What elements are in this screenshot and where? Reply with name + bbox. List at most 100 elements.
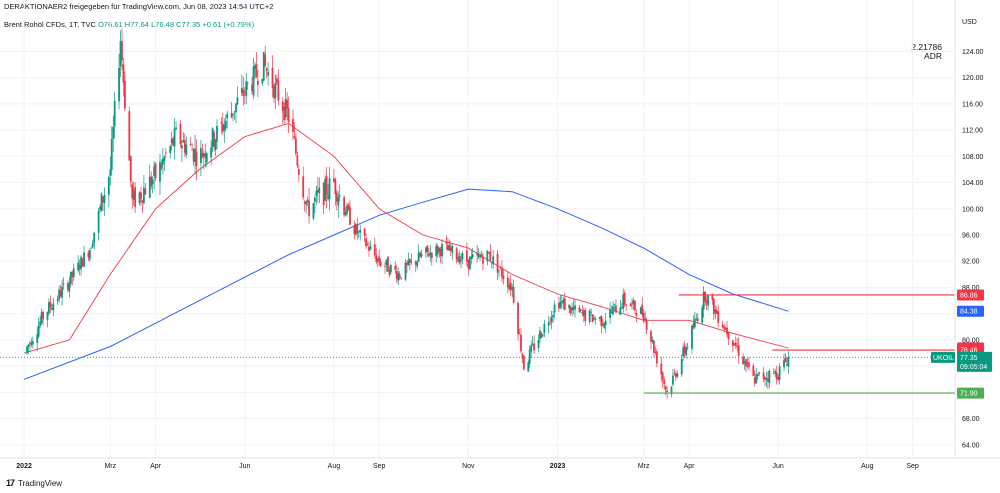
candle-body bbox=[172, 137, 175, 146]
adr-indicator[interactable]: 2.21786 ADR bbox=[911, 43, 942, 61]
candle-body bbox=[762, 372, 765, 379]
candle-body bbox=[558, 302, 560, 309]
candle-body bbox=[506, 277, 509, 288]
candle-body bbox=[712, 299, 715, 315]
candle-body bbox=[457, 258, 460, 262]
candle-body bbox=[131, 184, 134, 199]
candle-body bbox=[670, 386, 673, 395]
ohlc-high: H77.64 bbox=[124, 20, 149, 29]
currency-label: USD bbox=[962, 19, 977, 26]
price-tag: 71.90 bbox=[957, 387, 984, 399]
candle-body bbox=[786, 364, 788, 366]
candle-body bbox=[582, 310, 585, 316]
candle-body bbox=[704, 291, 706, 302]
candle-body bbox=[742, 356, 744, 365]
candle-body bbox=[707, 295, 709, 306]
price-tag-bg bbox=[957, 289, 984, 301]
moving-average-line bbox=[23, 188, 789, 380]
candle-body bbox=[91, 242, 94, 248]
candle-body bbox=[642, 312, 645, 322]
candle-body bbox=[148, 176, 151, 198]
candle-body bbox=[578, 307, 581, 312]
candle-body bbox=[252, 66, 255, 96]
price-tick-label: 88.00 bbox=[962, 285, 980, 292]
candle-body bbox=[705, 300, 708, 304]
candle-body bbox=[335, 192, 338, 202]
candle-body bbox=[236, 97, 239, 105]
candle-body bbox=[480, 254, 483, 258]
candle-body bbox=[119, 40, 122, 67]
candle-body bbox=[112, 126, 115, 139]
candle-body bbox=[775, 372, 778, 380]
candle-body bbox=[448, 244, 451, 251]
candle-body bbox=[375, 255, 378, 263]
candle-body bbox=[77, 262, 80, 271]
candle-body bbox=[29, 343, 31, 345]
candle-body bbox=[42, 311, 44, 320]
candle-body bbox=[778, 366, 781, 380]
candle-body bbox=[97, 210, 100, 233]
candle-body bbox=[160, 164, 163, 169]
candle-body bbox=[388, 269, 391, 275]
candle-body bbox=[482, 257, 484, 264]
moving-averages bbox=[23, 123, 789, 380]
candle-body bbox=[292, 118, 294, 132]
price-tag: 86.86 bbox=[957, 289, 984, 301]
candle-body bbox=[767, 378, 769, 382]
candle-body bbox=[202, 153, 205, 157]
candle-body bbox=[752, 365, 755, 376]
candle-body bbox=[727, 331, 730, 340]
candle-body bbox=[81, 258, 84, 267]
candle-body bbox=[603, 323, 606, 328]
time-tick-label: Aug bbox=[861, 463, 874, 470]
candle-body bbox=[353, 225, 356, 235]
candle-body bbox=[257, 80, 259, 85]
candle-body bbox=[30, 342, 33, 346]
candle-body bbox=[344, 212, 347, 216]
candle-body bbox=[465, 250, 468, 262]
candle-body bbox=[346, 205, 348, 214]
candle-body bbox=[476, 252, 479, 255]
candle-body bbox=[332, 178, 335, 182]
candle-body bbox=[312, 203, 315, 219]
price-tick-label: 104.00 bbox=[962, 180, 984, 187]
candle-body bbox=[517, 302, 519, 335]
candle-body bbox=[736, 345, 739, 348]
candle-body bbox=[173, 128, 176, 147]
candle-body bbox=[365, 238, 367, 247]
candle-body bbox=[588, 310, 591, 322]
candle-body bbox=[714, 309, 717, 313]
candle-body bbox=[113, 100, 116, 127]
candle-body bbox=[103, 194, 106, 204]
candle-body bbox=[655, 351, 658, 364]
candle-body bbox=[271, 67, 274, 88]
tradingview-logo[interactable]: 17 TradingView bbox=[6, 478, 62, 488]
candle-body bbox=[746, 362, 749, 365]
time-tick-label: 2022 bbox=[16, 463, 32, 470]
candle-body bbox=[235, 103, 237, 112]
candle-body bbox=[220, 122, 223, 124]
candle-body bbox=[615, 305, 617, 313]
candle-body bbox=[610, 312, 613, 313]
price-tick-label: 108.00 bbox=[962, 154, 984, 161]
candle-body bbox=[612, 306, 614, 315]
candle-body bbox=[408, 258, 411, 264]
candle-body bbox=[182, 139, 185, 143]
candle-body bbox=[71, 271, 74, 278]
candle-body bbox=[201, 152, 204, 158]
candle-body bbox=[322, 183, 325, 206]
candle-body bbox=[490, 261, 493, 264]
candle-body bbox=[651, 339, 654, 343]
candle-body bbox=[213, 132, 215, 147]
candle-body bbox=[83, 252, 85, 267]
candle-body bbox=[734, 342, 737, 346]
candle-body bbox=[384, 265, 386, 267]
candle-body bbox=[540, 333, 543, 338]
candle-body bbox=[349, 207, 351, 225]
candle-body bbox=[175, 127, 177, 130]
candle-body bbox=[68, 282, 71, 292]
candle-body bbox=[726, 327, 728, 335]
candle-body bbox=[242, 89, 245, 96]
candle-body bbox=[192, 149, 195, 162]
